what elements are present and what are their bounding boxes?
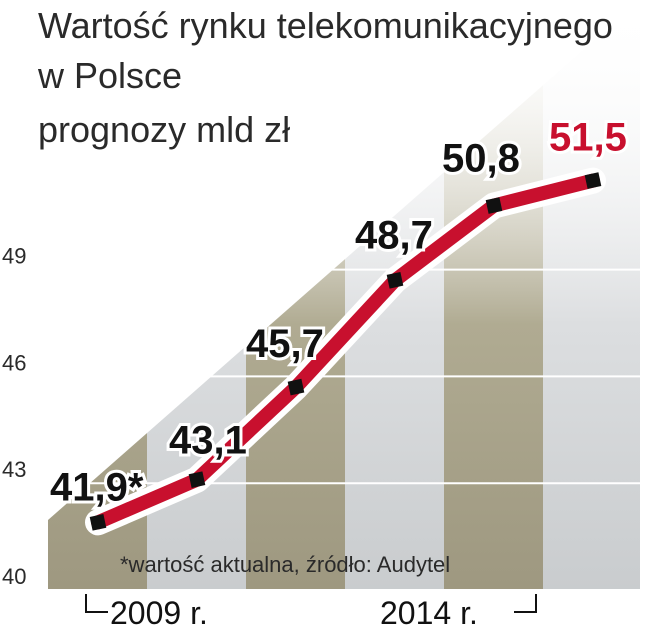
- data-labels: 41,9* 43,1 45,7 48,750,8 51,5: [47, 113, 630, 513]
- data-point: [188, 471, 206, 488]
- data-point: [89, 514, 107, 531]
- title-line-2: w Polsce: [37, 55, 182, 96]
- y-tick-label: 40: [2, 564, 26, 589]
- column-band: [543, 0, 640, 590]
- data-point: [386, 271, 404, 289]
- series-markers: [89, 172, 602, 531]
- data-label: 45,7: [246, 322, 324, 366]
- data-label: 51,5: [549, 116, 627, 160]
- column-band: [246, 0, 345, 590]
- data-label: 41,9*: [50, 465, 144, 509]
- title-line-1: Wartość rynku telekomunikacyjnego: [38, 5, 613, 46]
- column-band: [444, 0, 543, 590]
- x-label-end: 2014 r.: [380, 595, 478, 631]
- data-point: [584, 172, 602, 189]
- chart-title: Wartość rynku telekomunikacyjnego w Pols…: [37, 5, 613, 150]
- data-label: 50,8: [442, 137, 520, 181]
- x-bracket-left: [85, 594, 108, 613]
- footnote: *wartość aktualna, źródło: Audytel: [120, 552, 450, 577]
- x-axis: 2009 r. 2014 r.: [85, 594, 537, 631]
- y-tick-label: 49: [2, 244, 26, 269]
- y-axis: 40 43 46 49: [2, 244, 26, 589]
- data-label: 48,7: [355, 213, 433, 257]
- y-tick-label: 46: [2, 350, 26, 375]
- data-point: [287, 378, 305, 396]
- y-tick-label: 43: [2, 457, 26, 482]
- data-point: [485, 197, 503, 214]
- x-label-start: 2009 r.: [110, 595, 208, 631]
- data-label: 43,1: [169, 419, 247, 463]
- series-line: [85, 167, 606, 536]
- title-line-3: prognozy mld zł: [38, 109, 290, 150]
- x-bracket-right: [514, 594, 537, 613]
- series-line-path: [91, 173, 600, 530]
